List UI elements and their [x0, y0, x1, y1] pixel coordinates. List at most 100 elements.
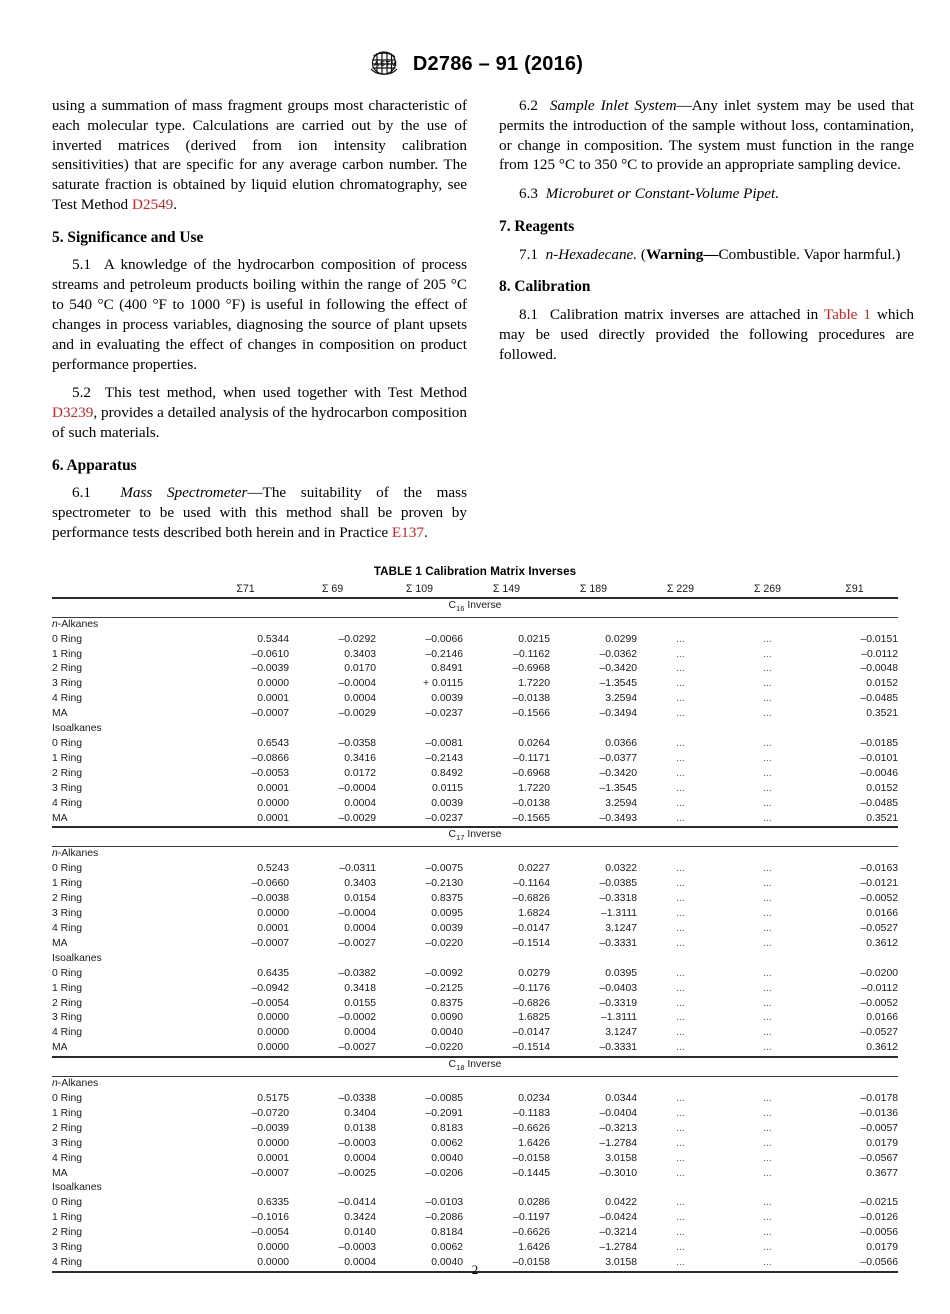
- table-cell-value: –0.0039: [251, 1122, 289, 1134]
- table-section-header-label: C18 Inverse: [52, 1056, 898, 1077]
- carbon-number-subscript: 16: [456, 603, 465, 613]
- table-cell-value: –0.3213: [599, 1122, 637, 1134]
- table-cell-value: ...: [763, 678, 772, 690]
- link-d2549[interactable]: D2549: [131, 196, 174, 214]
- table-cell-value: –0.0720: [251, 1107, 289, 1119]
- table-cell-value: ...: [676, 1197, 685, 1209]
- table-cell-value: –0.0053: [251, 767, 289, 779]
- paragraph-6-1-term: Mass Spectrometer: [120, 484, 248, 502]
- table-cell-value: –0.0004: [338, 678, 376, 690]
- table-cell-value: –0.0660: [251, 878, 289, 890]
- table-group-header-label: n-Alkanes: [52, 846, 898, 863]
- table-cell-value: –0.0085: [425, 1093, 463, 1105]
- table-header-row: Σ71 Σ 69 Σ 109 Σ 149 Σ 189 Σ 229 Σ 269 Σ…: [52, 582, 898, 598]
- table-row-label: 2 Ring: [52, 663, 83, 675]
- table-cell-value: –0.0151: [860, 633, 898, 645]
- table-cell-value: –0.0101: [860, 752, 898, 764]
- table-row-label: 1 Ring: [52, 648, 83, 660]
- table-cell-value: 0.0172: [344, 767, 376, 779]
- paragraph-6-1: 6.1 Mass Spectrometer—The suitability of…: [52, 483, 467, 542]
- table-cell-value: 0.0000: [257, 797, 289, 809]
- table-cell-value: –0.0029: [338, 708, 376, 720]
- table-cell-value: 0.0001: [257, 922, 289, 934]
- table-cell-value: 3.1247: [605, 1027, 637, 1039]
- table-cell-value: –0.0027: [338, 1042, 376, 1054]
- paragraph-continued-text: using a summation of mass fragment group…: [52, 97, 467, 214]
- table-cell-value: ...: [676, 997, 685, 1009]
- table-cell-value: –0.0311: [339, 863, 376, 875]
- table-row: MA –0.0007 –0.0029 –0.0237 –0.1566 –0.3494...…: [52, 707, 898, 722]
- table-cell-value: –0.0158: [463, 1255, 550, 1273]
- table-cell-value: –0.6826: [512, 893, 550, 905]
- table-cell-value: 0.0039: [431, 922, 463, 934]
- link-e137[interactable]: E137: [391, 524, 424, 542]
- table-row: 4 Ring 0.0001 0.0004 0.0039 –0.0138 3.2594...…: [52, 692, 898, 707]
- table-row-label: 4 Ring: [52, 1027, 83, 1039]
- table-row: 2 Ring –0.0054 0.0155 0.8375 –0.6826 –0.3319.…: [52, 997, 898, 1012]
- table-row-label: 3 Ring: [52, 1137, 83, 1149]
- table-cell-value: ...: [763, 1093, 772, 1105]
- table-cell-value: ...: [676, 797, 685, 809]
- svg-text:T: T: [385, 59, 390, 68]
- table-section-header-label: C16 Inverse: [52, 596, 898, 618]
- table-cell-value: 0.0155: [344, 997, 376, 1009]
- link-table-1[interactable]: Table 1: [823, 305, 871, 323]
- table-cell-value: –0.6626: [512, 1122, 550, 1134]
- table-row: 2 Ring –0.0038 0.0154 0.8375 –0.6826 –0.3318.…: [52, 892, 898, 907]
- table-cell-value: –1.3545: [599, 678, 637, 690]
- table-cell-value: –0.1164: [513, 878, 550, 890]
- table-cell-value: ...: [763, 782, 772, 794]
- table-cell-value: –0.2091: [425, 1107, 463, 1119]
- paragraph-8-1: 8.1 Calibration matrix inverses are atta…: [499, 305, 914, 364]
- table-cell-value: 0.0040: [431, 1027, 463, 1039]
- table-cell-value: –0.3331: [599, 937, 637, 949]
- paragraph-7-1: 7.1 n-Hexadecane. (Warning—Combustible. …: [499, 245, 914, 265]
- table-cell-value: 0.0004: [344, 797, 376, 809]
- paragraph-6-2-text: —Any inlet system may be used that permi…: [499, 97, 915, 174]
- link-d3239[interactable]: D3239: [52, 404, 94, 422]
- paragraph-7-1-text: Combustible. Vapor harmful.): [718, 245, 901, 263]
- table-cell-value: 0.0062: [431, 1242, 463, 1254]
- table-cell-value: –0.0382: [338, 967, 376, 979]
- table-cell-value: –0.0147: [512, 1027, 550, 1039]
- table-row: MA –0.0007 –0.0027 –0.0220 –0.1514 –0.3331...…: [52, 937, 898, 952]
- table-row: 4 Ring 0.0000 0.0004 0.0040 –0.0147 3.1247...…: [52, 1026, 898, 1041]
- table-cell-value: 0.6435: [257, 967, 289, 979]
- table-cell-value: ...: [763, 738, 772, 750]
- paragraph-continued: using a summation of mass fragment group…: [52, 96, 467, 215]
- table-cell-value: ...: [763, 1212, 772, 1224]
- table-cell-value: 0.0154: [344, 893, 376, 905]
- table-cell-value: –0.0112: [861, 648, 898, 660]
- table-cell-value: ...: [676, 693, 685, 705]
- table-cell-value: –0.0136: [860, 1107, 898, 1119]
- table-cell-value: ...: [763, 878, 772, 890]
- table-cell-value: –0.0039: [251, 663, 289, 675]
- table-cell-value: –0.0237: [425, 708, 463, 720]
- table-cell-value: –0.0029: [338, 812, 376, 824]
- table-cell-value: –0.0942: [251, 982, 289, 994]
- document-header: A S T M D2786 – 91 (2016): [0, 42, 950, 86]
- table-cell-value: ...: [676, 893, 685, 905]
- table-cell-value: ...: [676, 1242, 685, 1254]
- table-row: 3 Ring 0.0000 –0.0004 0.0095 1.6824 –1.3111..…: [52, 907, 898, 922]
- table-cell-value: –0.0138: [512, 797, 550, 809]
- table-cell-value: 0.0152: [866, 678, 898, 690]
- table-cell-value: 0.0279: [518, 967, 550, 979]
- table-cell-value: 0.0227: [518, 863, 550, 875]
- table-cell-value: 3.1247: [605, 922, 637, 934]
- table-cell-value: 0.0422: [605, 1197, 637, 1209]
- table-cell-value: –0.0081: [425, 738, 463, 750]
- table-row: 1 Ring –0.0660 0.3403 –0.2130 –0.1164 –0.0385…: [52, 877, 898, 892]
- table-group-header-row: n-Alkanes: [52, 616, 898, 633]
- table-row-label: MA: [52, 1042, 68, 1054]
- table-row-label: 3 Ring: [52, 908, 83, 920]
- col-header-sigma69: Σ 69: [321, 582, 344, 595]
- table-row-label: 3 Ring: [52, 1012, 83, 1024]
- table-row: 4 Ring 0.0000 0.0004 0.0040 –0.0158 3.0158...…: [52, 1255, 898, 1273]
- table-cell-value: 0.0004: [344, 693, 376, 705]
- table-cell-value: –0.0377: [599, 752, 637, 764]
- table-group-header-label: n-Alkanes: [52, 616, 898, 633]
- table-cell-value: –0.0007: [251, 708, 289, 720]
- table-cell-value: ...: [763, 1122, 772, 1134]
- table-cell-value: 0.0000: [257, 1042, 289, 1054]
